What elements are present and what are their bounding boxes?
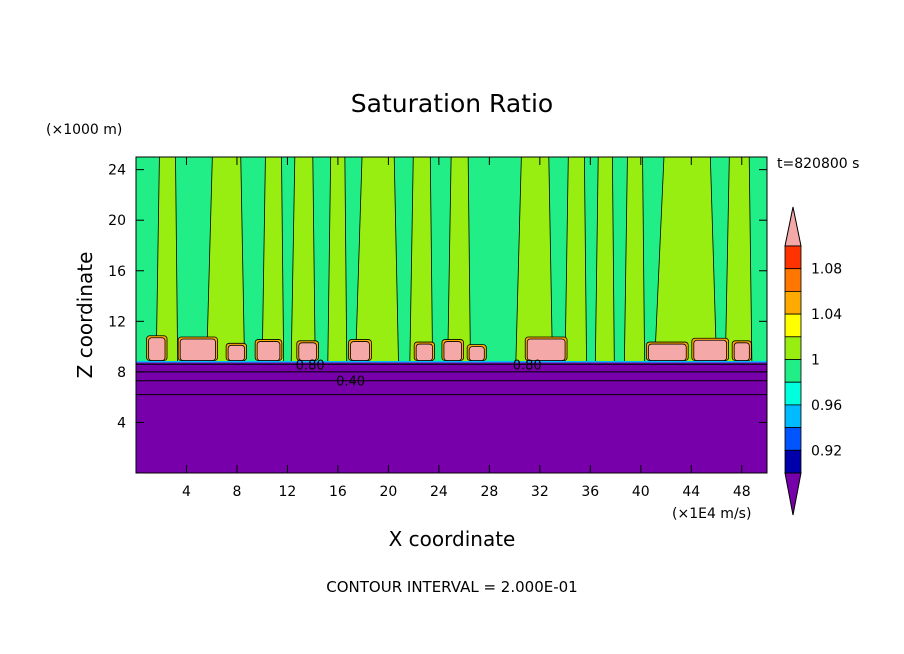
- column-region-1: [206, 156, 245, 363]
- x-tick-label-3: 16: [329, 484, 347, 500]
- x-tick-label-11: 48: [733, 484, 751, 500]
- colorbar-label-1: 1.04: [811, 307, 842, 323]
- cell-core-1: [179, 338, 216, 361]
- x-tick-label-0: 4: [182, 484, 191, 500]
- y-axis-ticks: 4 8 12 16 20 24: [108, 163, 767, 431]
- cell-core-5: [350, 341, 370, 361]
- contour-label-0: 0.80: [296, 358, 325, 373]
- x-tick-label-10: 44: [682, 484, 700, 500]
- chart-title: Saturation Ratio: [351, 89, 553, 118]
- colorbar-bin-top-arrow: [784, 206, 802, 247]
- column-region-2: [261, 156, 285, 363]
- y-unit-label: (×1000 m): [46, 122, 122, 138]
- y-tick-label-2: 12: [108, 314, 126, 330]
- contour-label-2: 0.80: [513, 358, 542, 373]
- colorbar-label-0: 1.08: [811, 262, 842, 278]
- cell-core-0: [148, 337, 166, 361]
- column-region-0: [155, 156, 179, 363]
- x-axis-ticks: 4 8 12 16 20 24 28 32 36 40 44 48: [182, 157, 751, 500]
- y-tick-label-3: 16: [108, 264, 126, 280]
- x-tick-label-6: 28: [480, 484, 498, 500]
- y-tick-label-0: 4: [117, 415, 126, 431]
- colorbar-bin-2: [784, 268, 802, 292]
- colorbar-bin-1: [784, 245, 802, 270]
- column-region-10: [594, 156, 615, 363]
- colorbar-bin-4: [784, 313, 802, 338]
- y-tick-label-5: 24: [108, 163, 126, 179]
- colorbar-bin-10: [784, 449, 802, 474]
- cell-core-4: [298, 342, 317, 361]
- colorbar-label-3: 0.96: [811, 398, 842, 414]
- colorbar-bin-6: [784, 359, 802, 383]
- cell-core-3: [256, 341, 281, 361]
- y-tick-label-4: 20: [108, 213, 126, 229]
- x-tick-label-8: 36: [581, 484, 599, 500]
- x-tick-label-7: 32: [531, 484, 549, 500]
- column-region-3: [290, 156, 316, 363]
- x-tick-label-9: 40: [632, 484, 650, 500]
- column-region-11: [623, 156, 645, 363]
- cell-core-12: [733, 342, 750, 361]
- time-label: t=820800 s: [777, 156, 859, 172]
- lower-region-fill: [136, 361, 767, 473]
- y-tick-label-1: 8: [117, 365, 126, 381]
- column-region-7: [447, 156, 471, 363]
- cell-core-6: [415, 343, 433, 361]
- colorbar-bin-3: [784, 290, 802, 315]
- colorbar-bin-8: [784, 404, 802, 428]
- column-region-6: [409, 156, 433, 363]
- colorbar-bin-5: [784, 336, 802, 360]
- x-axis-title: X coordinate: [389, 527, 516, 551]
- colorbar-bin-9: [784, 427, 802, 451]
- cell-core-8: [468, 346, 485, 361]
- x-tick-label-1: 8: [232, 484, 241, 500]
- colorbar-bin-7: [784, 381, 802, 406]
- column-region-12: [654, 156, 717, 363]
- contour-label-1: 0.40: [336, 375, 365, 390]
- colorbar: 1.08 1.04 1 0.96 0.92: [784, 206, 842, 516]
- colorbar-label-2: 1: [811, 353, 820, 369]
- colorbar-bin-bottom-arrow: [784, 472, 802, 516]
- y-axis-title: Z coordinate: [73, 252, 97, 379]
- cell-core-7: [443, 341, 462, 361]
- contour-interval-note: CONTOUR INTERVAL = 2.000E-01: [326, 578, 577, 596]
- x-tick-label-4: 20: [379, 484, 397, 500]
- column-region-9: [564, 156, 587, 363]
- column-region-5: [355, 156, 399, 363]
- x-tick-label-5: 24: [430, 484, 448, 500]
- cell-core-10: [647, 343, 687, 361]
- column-region-4: [327, 156, 348, 363]
- column-region-13: [724, 156, 753, 363]
- colorbar-label-4: 0.92: [811, 443, 842, 459]
- cell-core-11: [693, 339, 728, 361]
- plot-frame: [135, 156, 768, 474]
- plot-area: 0.80 0.40 0.80: [135, 156, 768, 474]
- cell-core-9: [526, 338, 566, 361]
- x-tick-label-2: 12: [279, 484, 297, 500]
- cell-core-2: [227, 344, 245, 361]
- column-region-8: [515, 156, 553, 363]
- x-unit-label: (×1E4 m/s): [672, 506, 751, 522]
